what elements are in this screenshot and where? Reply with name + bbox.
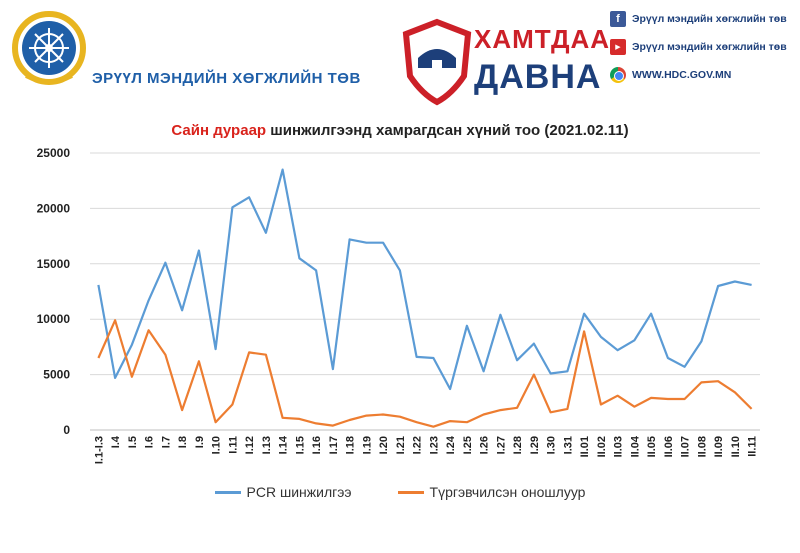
x-tick-label: I.28 xyxy=(512,436,524,454)
x-tick-label: II.11 xyxy=(747,436,759,457)
chart-legend: PCR шинжилгээ Түргэвчилсэн оношлуур xyxy=(0,484,800,500)
legend-swatch-pcr xyxy=(214,490,241,494)
social-links: f Эрүүл мэндийн хөгжлийн төв ▶ Эрүүл мэн… xyxy=(610,8,787,92)
x-tick-label: I.12 xyxy=(244,436,256,454)
legend-label-pcr: PCR шинжилгээ xyxy=(246,484,352,500)
x-tick-label: II.03 xyxy=(613,436,625,457)
x-tick-label: I.16 xyxy=(311,436,323,454)
x-tick-label: I.30 xyxy=(546,436,558,454)
x-tick-label: I.27 xyxy=(495,436,507,454)
organization-name: ЭРҮҮЛ МЭНДИЙН ХӨГЖЛИЙН ТӨВ xyxy=(92,70,361,87)
chrome-icon xyxy=(610,67,626,83)
chart-series xyxy=(97,168,753,428)
y-tick-label: 10000 xyxy=(37,312,71,326)
x-tick-label: I.21 xyxy=(395,436,407,454)
x-tick-label: I.8 xyxy=(177,436,189,448)
chart-title: Сайн дураар шинжилгээнд хамрагдсан хүний… xyxy=(0,122,800,139)
legend-label-rapid: Түргэвчилсэн оношлуур xyxy=(429,484,586,500)
x-tick-label: I.6 xyxy=(144,436,156,448)
x-tick-label: I.19 xyxy=(361,436,373,454)
x-tick-label: I.25 xyxy=(462,436,474,454)
youtube-link-label: Эрүүл мэндийн хөгжлийн төв xyxy=(632,41,787,53)
x-tick-label: I.14 xyxy=(278,435,290,454)
facebook-link-label: Эрүүл мэндийн хөгжлийн төв xyxy=(632,13,787,25)
x-tick-label: II.08 xyxy=(696,436,708,457)
x-tick-label: I.24 xyxy=(445,435,457,454)
campaign-slogan-top: ХАМТДАА xyxy=(474,24,611,54)
y-axis-ticks: 25000 20000 15000 10000 5000 0 xyxy=(37,146,71,437)
chart-title-rest: шинжилгээнд хамрагдсан хүний тоо (2021.0… xyxy=(266,122,629,139)
x-tick-label: II.06 xyxy=(663,436,675,457)
youtube-icon: ▶ xyxy=(610,39,626,55)
y-tick-label: 5000 xyxy=(43,368,70,382)
x-tick-label: I.31 xyxy=(562,436,574,454)
legend-item-pcr: PCR шинжилгээ xyxy=(214,484,352,500)
website-link[interactable]: WWW.HDC.GOV.MN xyxy=(610,64,787,86)
x-tick-label: I.23 xyxy=(428,436,440,454)
youtube-link[interactable]: ▶ Эрүүл мэндийн хөгжлийн төв xyxy=(610,36,787,58)
organization-emblem-logo xyxy=(8,6,90,92)
x-tick-label: I.5 xyxy=(127,436,139,448)
y-tick-label: 15000 xyxy=(37,257,71,271)
x-tick-label: I.4 xyxy=(110,435,122,448)
x-tick-label: I.11 xyxy=(227,436,239,454)
x-axis-ticks: I.1-I.3 I.4 I.5 I.6 I.7 I.8 I.9 I.10 I.11 I.12 I.1… xyxy=(93,435,758,464)
series-line-pcr xyxy=(97,168,752,391)
x-tick-label: I.10 xyxy=(211,436,223,454)
y-tick-label: 20000 xyxy=(37,201,71,215)
shield-yurt-icon xyxy=(402,18,472,106)
x-tick-label: I.15 xyxy=(294,436,306,454)
website-link-label: WWW.HDC.GOV.MN xyxy=(632,69,732,81)
x-tick-label: I.26 xyxy=(479,436,491,454)
legend-swatch-rapid xyxy=(397,490,424,494)
x-tick-label: II.05 xyxy=(646,436,658,457)
x-tick-label: I.22 xyxy=(412,436,424,454)
legend-item-rapid: Түргэвчилсэн оношлуур xyxy=(397,484,586,500)
x-tick-label: II.02 xyxy=(596,436,608,457)
x-tick-label: I.29 xyxy=(529,436,541,454)
x-tick-label: II.04 xyxy=(629,435,641,457)
x-tick-label: I.7 xyxy=(160,436,172,448)
chart-title-highlight: Сайн дураар xyxy=(171,122,267,139)
y-tick-label: 25000 xyxy=(37,146,71,160)
campaign-logo: ХАМТДАА ДАВНА xyxy=(402,18,609,106)
x-tick-label: I.13 xyxy=(261,436,273,454)
campaign-slogan-bottom: ДАВНА xyxy=(474,58,602,96)
x-tick-label: II.07 xyxy=(680,436,692,457)
series-line-rapid xyxy=(97,319,753,428)
x-tick-label: II.10 xyxy=(730,436,742,457)
y-tick-label: 0 xyxy=(63,423,70,437)
x-tick-label: II.09 xyxy=(713,436,725,457)
x-tick-label: II.01 xyxy=(579,436,591,457)
x-tick-label: I.17 xyxy=(328,436,340,454)
x-tick-label: I.20 xyxy=(378,436,390,454)
x-tick-label: I.18 xyxy=(345,436,357,454)
facebook-link[interactable]: f Эрүүл мэндийн хөгжлийн төв xyxy=(610,8,787,30)
x-tick-label: I.1-I.3 xyxy=(93,436,105,464)
facebook-icon: f xyxy=(610,11,626,27)
x-tick-label: I.9 xyxy=(194,436,206,448)
